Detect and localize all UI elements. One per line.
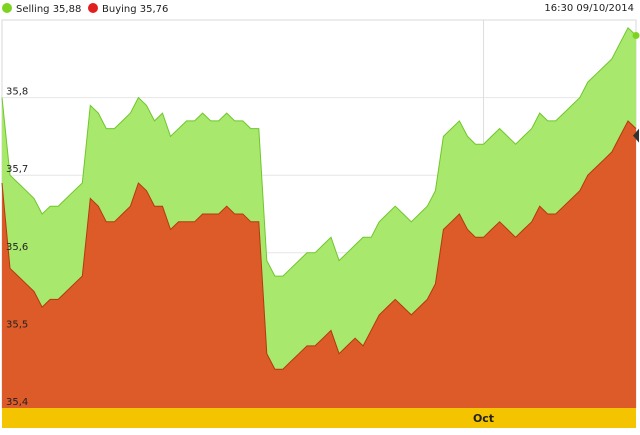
legend-buying[interactable]: Buying 35,76 bbox=[88, 3, 168, 15]
x-tick-label: Oct bbox=[473, 412, 494, 425]
buying-dot-icon bbox=[88, 3, 98, 13]
x-axis-ticks: Oct bbox=[473, 412, 494, 425]
series-selling-line bbox=[1, 26, 637, 277]
y-tick-label: 35,6 bbox=[6, 242, 28, 253]
legend-buying-label: Buying 35,76 bbox=[102, 4, 169, 15]
y-tick-label: 35,4 bbox=[6, 397, 28, 408]
legend-selling-label: Selling 35,88 bbox=[16, 4, 82, 15]
series-buying-area bbox=[2, 120, 636, 409]
y-tick-label: 35,5 bbox=[6, 319, 28, 330]
selling-last-point[interactable] bbox=[632, 32, 640, 40]
series-buying-line bbox=[1, 120, 637, 370]
legend-selling[interactable]: Selling 35,88 bbox=[2, 3, 81, 15]
buying-last-point[interactable] bbox=[633, 128, 639, 143]
y-axis-ticks: 35,8 35,7 35,6 35,5 35,4 bbox=[6, 87, 28, 408]
y-tick-label: 35,7 bbox=[6, 164, 28, 175]
x-axis-band bbox=[2, 408, 636, 428]
legend: Selling 35,88 Buying 35,76 16:30 09/10/2… bbox=[0, 0, 640, 20]
series-end-markers bbox=[632, 32, 640, 143]
timestamp: 16:30 09/10/2014 bbox=[544, 3, 634, 14]
y-tick-label: 35,8 bbox=[6, 87, 28, 98]
selling-dot-icon bbox=[2, 3, 12, 13]
